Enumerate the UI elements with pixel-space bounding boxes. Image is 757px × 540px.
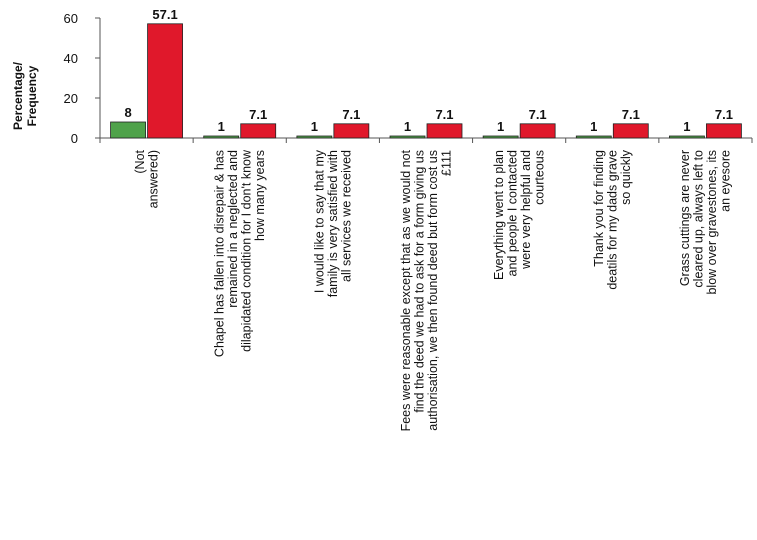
data-label: 1 bbox=[404, 119, 411, 134]
x-tick-label: Thank you for findingdeatils for my dads… bbox=[592, 149, 633, 289]
y-axis-title-text: Percentage/Frequency bbox=[11, 61, 39, 130]
y-tick-label: 60 bbox=[64, 11, 78, 26]
bar-series2-cat7 bbox=[706, 123, 742, 139]
x-tick-label-line: dilapidated condition for I don't know bbox=[239, 149, 253, 352]
data-label: 7.1 bbox=[622, 107, 640, 122]
x-tick-label: Fees were reasonable except that as we w… bbox=[399, 149, 454, 431]
x-tick-label: Grass cuttings are nevercleared up, alwa… bbox=[678, 150, 733, 295]
bar-series1-cat1 bbox=[110, 121, 146, 139]
x-tick-label-line: cleared up, always left to bbox=[692, 150, 706, 288]
x-tick-label: (Notanswered) bbox=[133, 149, 161, 208]
x-tick-label-line: all services we received bbox=[339, 150, 353, 282]
data-label: 7.1 bbox=[249, 107, 267, 122]
x-tick-label-line: Thank you for finding bbox=[592, 150, 606, 267]
bar-series2-cat1 bbox=[147, 23, 183, 139]
bars bbox=[110, 23, 742, 139]
data-label: 1 bbox=[497, 119, 504, 134]
x-tick-label-line: answered) bbox=[146, 150, 160, 208]
y-axis-title-line: Percentage/ bbox=[11, 61, 25, 130]
bar-series1-cat3 bbox=[296, 135, 333, 139]
data-label: 1 bbox=[683, 119, 690, 134]
bar-series2-cat6 bbox=[612, 123, 649, 139]
y-tick-label: 0 bbox=[71, 131, 78, 146]
data-label: 7.1 bbox=[342, 107, 360, 122]
bar-series2-cat5 bbox=[519, 123, 556, 139]
x-tick-label-line: so quickly bbox=[619, 149, 633, 205]
x-tick-label-line: Grass cuttings are never bbox=[678, 150, 692, 286]
data-label: 1 bbox=[590, 119, 597, 134]
x-tick-label: Everything went to planand people I cont… bbox=[492, 150, 546, 280]
data-label: 57.1 bbox=[152, 7, 177, 22]
x-tick-label-line: authorisation, we then found deed but fo… bbox=[426, 150, 440, 431]
y-tick-label: 40 bbox=[64, 51, 78, 66]
y-axis-title: Percentage/Frequency bbox=[11, 61, 39, 130]
category-labels: (Notanswered) Chapel has fallen into disr… bbox=[133, 149, 733, 431]
bar-series2-cat2 bbox=[240, 123, 277, 139]
x-tick-label-line: find the deed we had to ask for a form g… bbox=[412, 150, 426, 413]
x-tick-label-line: an eyesore bbox=[719, 150, 733, 212]
x-tick-label-line: deatils for my dads grave bbox=[605, 150, 619, 290]
data-label: 7.1 bbox=[435, 107, 453, 122]
data-label: 1 bbox=[311, 119, 318, 134]
y-tick-label: 20 bbox=[64, 91, 78, 106]
x-tick-label-line: £111 bbox=[439, 150, 453, 176]
bar-series1-cat6 bbox=[575, 135, 612, 139]
x-tick-label: I would like to say that myfamily is ver… bbox=[312, 149, 353, 297]
data-label: 7.1 bbox=[715, 107, 733, 122]
x-tick-label-line: were very helpful and bbox=[519, 150, 533, 270]
x-tick-label-line: family is very satisfied with bbox=[326, 150, 340, 297]
x-tick-label-line: courteous bbox=[532, 150, 546, 205]
x-tick-label: Chapel has fallen into disrepair & hasre… bbox=[212, 149, 267, 357]
x-tick-label-line: Fees were reasonable except that as we w… bbox=[399, 149, 413, 431]
data-label: 8 bbox=[124, 105, 131, 120]
x-tick-label-line: Chapel has fallen into disrepair & has bbox=[212, 150, 226, 357]
bar-series1-cat5 bbox=[482, 135, 519, 139]
bar-series1-cat2 bbox=[203, 135, 240, 139]
data-label: 7.1 bbox=[529, 107, 547, 122]
data-labels: 8 57.1 1 7.1 1 7.1 1 7.1 1 7.1 1 7.1 1 7.1 bbox=[124, 7, 733, 134]
bar-series1-cat7 bbox=[669, 135, 705, 139]
x-tick-label-line: Everything went to plan bbox=[492, 150, 506, 280]
x-tick-label-line: remained in a neglected and bbox=[226, 150, 240, 308]
x-tick-label-line: (Not bbox=[133, 149, 147, 173]
x-tick-label-line: blow over gravestones, its bbox=[705, 150, 719, 295]
x-tick-label-line: how many years bbox=[253, 150, 267, 241]
x-tick-label-line: and people I contacted bbox=[505, 150, 519, 277]
bar-series1-cat4 bbox=[389, 135, 426, 139]
x-tick-label-line: I would like to say that my bbox=[312, 149, 326, 293]
bar-series2-cat4 bbox=[426, 123, 463, 139]
bar-series2-cat3 bbox=[333, 123, 370, 139]
y-axis-title-line: Frequency bbox=[25, 65, 39, 126]
data-label: 1 bbox=[218, 119, 225, 134]
